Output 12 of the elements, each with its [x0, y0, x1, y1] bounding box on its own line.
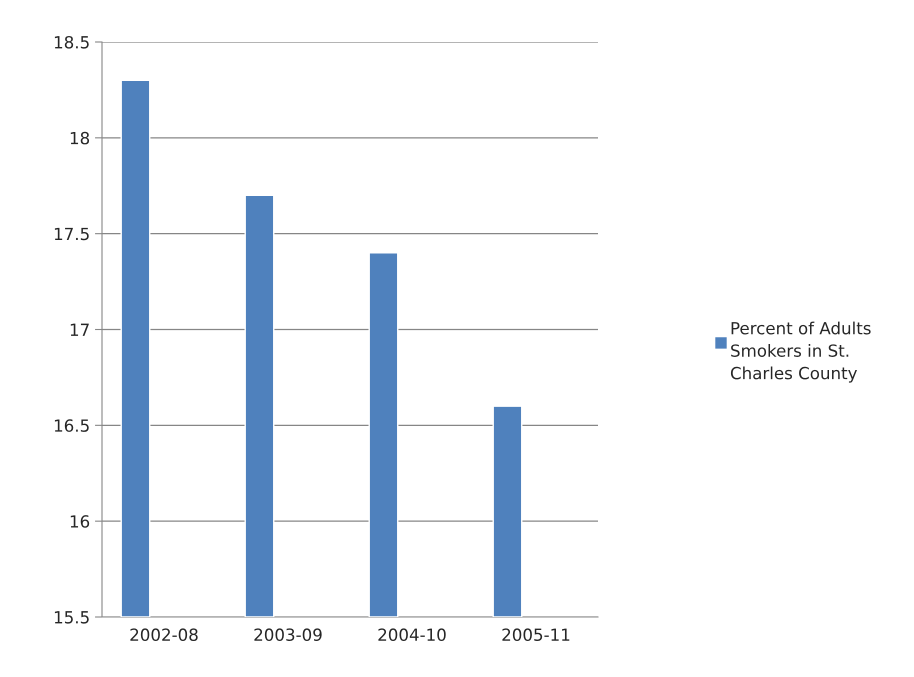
y-tick-label: 15.5 [54, 611, 89, 624]
x-tick-label: 2003-09 [254, 628, 322, 642]
y-tick-label: 16.5 [54, 419, 89, 432]
legend-label: Percent of Adults Smokers in St. Charles County [730, 322, 871, 383]
y-tick-label: 17 [70, 324, 89, 336]
y-tick-label: 18 [70, 132, 90, 144]
y-tick-label: 17.5 [54, 228, 89, 240]
x-tick-label: 2004-10 [378, 628, 446, 642]
y-tick-label: 16 [70, 515, 90, 528]
x-tick-label: 2005-11 [502, 628, 570, 642]
x-tick-label: 2002-08 [130, 628, 198, 642]
y-tick-label: 18.5 [54, 36, 89, 49]
